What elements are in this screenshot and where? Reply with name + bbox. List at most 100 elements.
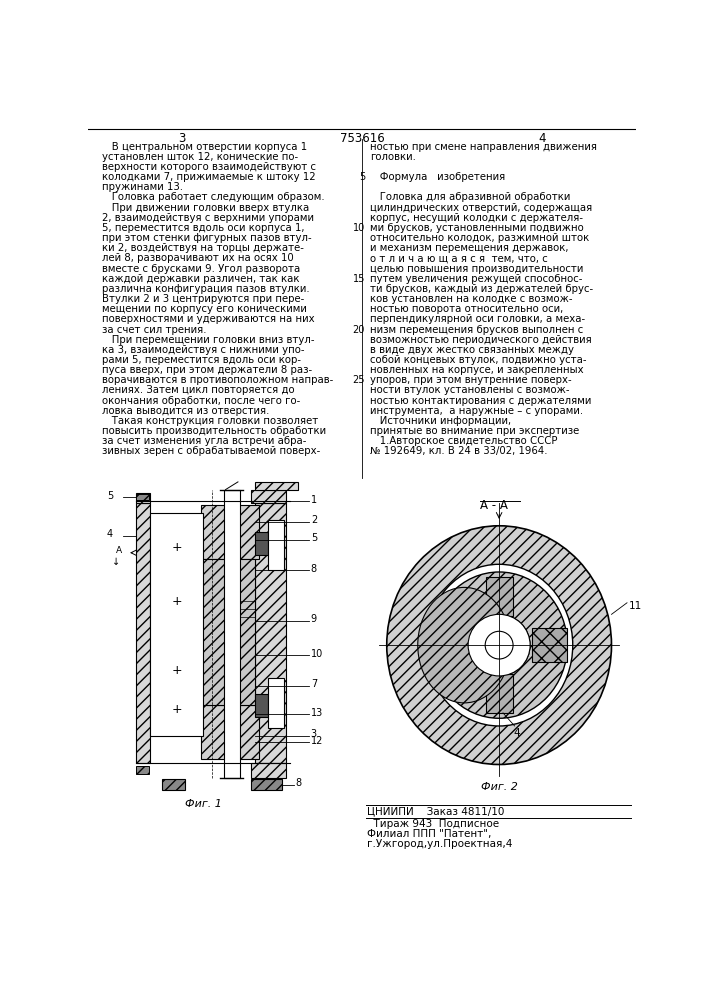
Ellipse shape (426, 564, 573, 726)
Text: 13: 13 (311, 708, 323, 718)
Text: новленных на корпусе, и закрепленных: новленных на корпусе, и закрепленных (370, 365, 583, 375)
Bar (136, 494, 149, 500)
Text: лениях. Затем цикл повторяется до: лениях. Затем цикл повторяется до (103, 385, 295, 395)
Bar (136, 493, 151, 503)
Text: При движении головки вверх втулка: При движении головки вверх втулка (103, 203, 310, 213)
Text: 10: 10 (311, 649, 323, 659)
Text: лей 8, разворачивают их на осях 10: лей 8, разворачивают их на осях 10 (103, 253, 294, 263)
Text: относительно колодок, разжимной шток: относительно колодок, разжимной шток (370, 233, 589, 243)
Text: 15: 15 (353, 274, 365, 284)
Bar (532, 628, 566, 662)
Bar (201, 559, 255, 705)
Text: +: + (171, 541, 182, 554)
Bar (151, 513, 203, 736)
Text: 3: 3 (311, 729, 317, 739)
Text: +: + (171, 664, 182, 677)
Text: ми брусков, установленными подвижно: ми брусков, установленными подвижно (370, 223, 583, 233)
Text: колодками 7, прижимаемые к штоку 12: колодками 7, прижимаемые к штоку 12 (103, 172, 316, 182)
Text: 8: 8 (296, 778, 301, 788)
Text: при этом стенки фигурных пазов втул-: при этом стенки фигурных пазов втул- (103, 233, 312, 243)
Text: ки 2, воздействуя на торцы держате-: ки 2, воздействуя на торцы держате- (103, 243, 304, 253)
Text: верхности которого взаимодействуют с: верхности которого взаимодействуют с (103, 162, 316, 172)
Text: ти брусков, каждый из держателей брус-: ти брусков, каждый из держателей брус- (370, 284, 593, 294)
Text: А - А: А - А (480, 499, 508, 512)
Circle shape (477, 624, 521, 667)
Ellipse shape (387, 526, 612, 764)
Text: В центральном отверстии корпуса 1: В центральном отверстии корпуса 1 (103, 142, 308, 152)
Text: 2, взаимодействуя с верхними упорами: 2, взаимодействуя с верхними упорами (103, 213, 315, 223)
Text: окончания обработки, после чего го-: окончания обработки, после чего го- (103, 396, 300, 406)
Text: Головка работает следующим образом.: Головка работает следующим образом. (103, 192, 325, 202)
Text: целью повышения производительности: целью повышения производительности (370, 264, 583, 274)
Text: Головка для абразивной обработки: Головка для абразивной обработки (370, 192, 570, 202)
Text: ностью при смене направления движения: ностью при смене направления движения (370, 142, 597, 152)
Text: поверхностями и удерживаются на них: поверхностями и удерживаются на них (103, 314, 315, 324)
Text: 5: 5 (358, 172, 365, 182)
Text: 1: 1 (311, 495, 317, 505)
Text: корпус, несущий колодки с держателя-: корпус, несущий колодки с держателя- (370, 213, 583, 223)
Text: 20: 20 (353, 325, 365, 335)
Bar (162, 779, 185, 790)
Text: Источники информации,: Источники информации, (370, 416, 511, 426)
Text: При перемещении головки вниз втул-: При перемещении головки вниз втул- (103, 335, 315, 345)
Text: Втулки 2 и 3 центрируются при пере-: Втулки 2 и 3 центрируются при пере- (103, 294, 305, 304)
Text: Формула   изобретения: Формула изобретения (370, 172, 505, 182)
Text: головки.: головки. (370, 152, 416, 162)
Ellipse shape (418, 587, 510, 703)
Text: принятые во внимание при экспертизе: принятые во внимание при экспертизе (370, 426, 579, 436)
Text: +: + (171, 595, 182, 608)
Text: за счет сил трения.: за счет сил трения. (103, 325, 207, 335)
Bar (201, 705, 259, 759)
Text: ностью контактирования с держателями: ностью контактирования с держателями (370, 396, 591, 406)
Text: ЦНИИПИ    Заказ 4811/10: ЦНИИПИ Заказ 4811/10 (368, 806, 505, 816)
Text: ловка выводится из отверстия.: ловка выводится из отверстия. (103, 406, 269, 416)
Bar (224, 490, 240, 778)
Text: 10: 10 (353, 223, 365, 233)
Text: ворачиваются в противоположном направ-: ворачиваются в противоположном направ- (103, 375, 334, 385)
Text: 12: 12 (311, 736, 323, 746)
Text: пуса вверх, при этом держатели 8 раз-: пуса вверх, при этом держатели 8 раз- (103, 365, 312, 375)
Text: 5, переместится вдоль оси корпуса 1,: 5, переместится вдоль оси корпуса 1, (103, 223, 305, 233)
Text: 4: 4 (513, 728, 520, 738)
Circle shape (485, 631, 513, 659)
Bar (268, 678, 284, 728)
Bar (486, 577, 513, 616)
Text: инструмента,  а наружные – с упорами.: инструмента, а наружные – с упорами. (370, 406, 583, 416)
Text: упоров, при этом внутренние поверх-: упоров, при этом внутренние поверх- (370, 375, 571, 385)
Text: ↓: ↓ (112, 557, 120, 567)
Text: Фиг. 2: Фиг. 2 (481, 782, 518, 792)
Bar (136, 766, 149, 774)
Text: А: А (116, 546, 122, 555)
Text: ностью поворота относительно оси,: ностью поворота относительно оси, (370, 304, 563, 314)
Text: 3: 3 (177, 132, 185, 145)
Text: вместе с брусками 9. Угол разворота: вместе с брусками 9. Угол разворота (103, 264, 300, 274)
Bar (255, 694, 268, 717)
Text: собой концевых втулок, подвижно уста-: собой концевых втулок, подвижно уста- (370, 355, 586, 365)
Bar (251, 490, 286, 503)
Bar (136, 503, 151, 763)
Text: 4: 4 (538, 132, 546, 145)
Text: различна конфигурация пазов втулки.: различна конфигурация пазов втулки. (103, 284, 310, 294)
Text: Такая конструкция головки позволяет: Такая конструкция головки позволяет (103, 416, 319, 426)
Text: и механизм перемещения державок,: и механизм перемещения державок, (370, 243, 568, 253)
Text: 9: 9 (311, 614, 317, 624)
Text: г.Ужгород,ул.Проектная,4: г.Ужгород,ул.Проектная,4 (368, 839, 513, 849)
Bar (251, 763, 286, 778)
Text: 25: 25 (353, 375, 365, 385)
Text: ности втулок установлены с возмож-: ности втулок установлены с возмож- (370, 385, 569, 395)
Text: о т л и ч а ю щ а я с я  тем, что, с: о т л и ч а ю щ а я с я тем, что, с (370, 253, 547, 263)
Text: 7: 7 (311, 679, 317, 689)
Text: ков установлен на колодке с возмож-: ков установлен на колодке с возмож- (370, 294, 572, 304)
Text: 5: 5 (107, 491, 113, 501)
Text: Филиал ППП "Патент",: Филиал ППП "Патент", (368, 829, 492, 839)
Text: возможностью периодического действия: возможностью периодического действия (370, 335, 592, 345)
Text: 2: 2 (311, 515, 317, 525)
Text: перпендикулярной оси головки, а меха-: перпендикулярной оси головки, а меха- (370, 314, 585, 324)
Text: путем увеличения режущей способнос-: путем увеличения режущей способнос- (370, 274, 582, 284)
Text: 1.Авторское свидетельство СССР: 1.Авторское свидетельство СССР (370, 436, 557, 446)
Circle shape (468, 614, 530, 676)
Text: за счет изменения угла встречи абра-: за счет изменения угла встречи абра- (103, 436, 307, 446)
Text: ка 3, взаимодействуя с нижними упо-: ка 3, взаимодействуя с нижними упо- (103, 345, 305, 355)
Bar (255, 482, 298, 490)
Text: Тираж 943  Подписное: Тираж 943 Подписное (368, 819, 500, 829)
